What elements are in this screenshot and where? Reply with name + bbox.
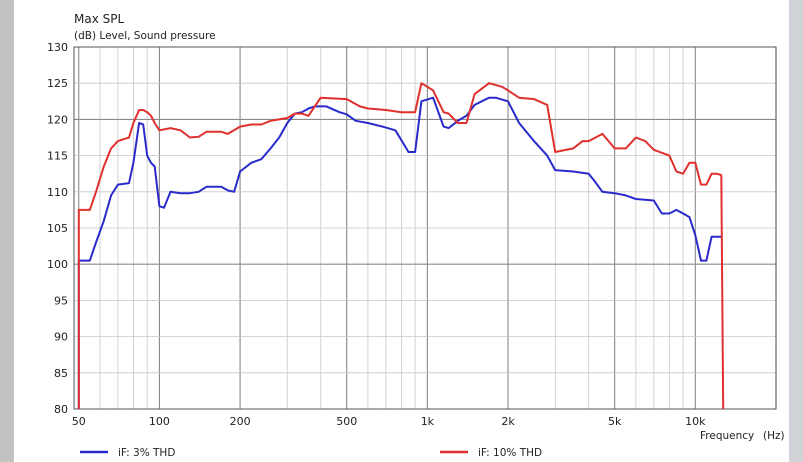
y-tick-label: 130 <box>47 41 68 54</box>
y-tick-label: 90 <box>54 331 68 344</box>
series-line-2 <box>77 82 725 410</box>
x-tick-label: 100 <box>149 415 170 428</box>
y-tick-label: 125 <box>47 77 68 90</box>
y-tick-label: 105 <box>47 222 68 235</box>
x-tick-label: 200 <box>230 415 251 428</box>
x-axis-unit: (Hz) <box>763 430 785 442</box>
x-tick-label: 5k <box>608 415 622 428</box>
x-tick-label: 50 <box>72 415 86 428</box>
y-tick-label: 85 <box>54 367 68 380</box>
grid <box>74 46 777 410</box>
y-tick-label: 115 <box>47 150 68 163</box>
axes: 80 85 90 95 100 105 110 115 120 125 130 50 100 200 500… <box>47 41 777 428</box>
side-strip <box>789 0 803 462</box>
chart-title: Max SPL <box>74 12 124 26</box>
x-tick-label: 2k <box>501 415 515 428</box>
x-tick-label: 1k <box>421 415 435 428</box>
legend-label-1: iF: 3% THD <box>118 447 175 459</box>
legend: iF: 3% THD iF: 10% THD <box>80 447 542 459</box>
y-tick-label: 80 <box>54 403 68 416</box>
x-tick-label: 500 <box>336 415 357 428</box>
y-tick-label: 95 <box>54 294 68 307</box>
x-tick-label: 10k <box>685 415 706 428</box>
series-group <box>77 82 725 410</box>
y-tick-label: 120 <box>47 113 68 126</box>
legend-label-2: iF: 10% THD <box>478 447 542 459</box>
y-axis-label: (dB) Level, Sound pressure <box>74 30 216 42</box>
y-tick-label: 110 <box>47 186 68 199</box>
plot-frame <box>73 46 777 410</box>
y-tick-label: 100 <box>47 258 68 271</box>
series-line-1 <box>77 96 722 409</box>
x-axis-label: Frequency <box>700 430 754 442</box>
